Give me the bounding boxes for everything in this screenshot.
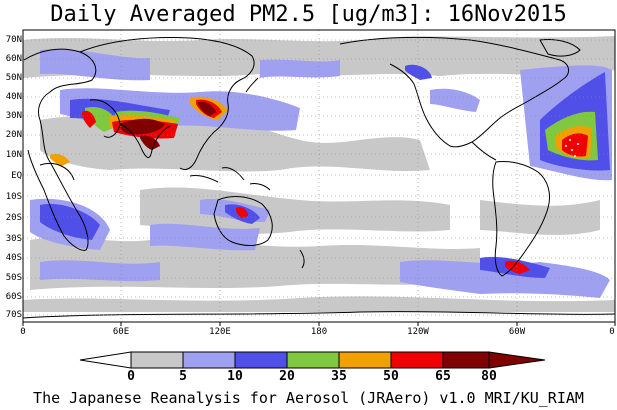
lat-label-20s: 20S	[5, 213, 22, 223]
colorbar-bin-65	[390, 351, 444, 369]
lon-label-120e: 120E	[209, 327, 231, 337]
colorbar-bin-20	[234, 351, 288, 369]
colorbar-label-65: 65	[435, 369, 451, 384]
colorbar-bin-5	[130, 351, 184, 369]
lat-label-30n: 30N	[5, 111, 22, 121]
colorbar-right-arrow	[488, 351, 546, 369]
lat-label-20n: 20N	[5, 130, 22, 140]
lat-label-60s: 60S	[5, 292, 22, 302]
lat-label-70s: 70S	[5, 310, 22, 320]
lat-label-10s: 10S	[5, 192, 22, 202]
lat-label-50s: 50S	[5, 273, 22, 283]
lon-label-0-right: 0	[609, 327, 615, 337]
colorbar-left-arrow	[79, 351, 132, 369]
lat-label-70n: 70N	[5, 35, 22, 45]
colorbar-label-50: 50	[383, 369, 399, 384]
lat-label-10n: 10N	[5, 150, 22, 160]
lon-label-60e: 60E	[112, 327, 130, 337]
colorbar-label-0: 0	[127, 369, 135, 384]
map-title: Daily Averaged PM2.5 [ug/m3]: 16Nov2015	[50, 2, 567, 27]
lon-label-180: 180	[310, 327, 328, 337]
lat-label-40n: 40N	[5, 92, 22, 102]
lon-label-120w: 120W	[407, 327, 429, 337]
pm25-concentration-field	[23, 36, 615, 312]
lat-lon-gridlines	[23, 30, 615, 322]
colorbar	[79, 351, 546, 369]
lat-label-50n: 50N	[5, 73, 22, 83]
lat-label-eq: EQ	[11, 171, 22, 181]
lon-label-60w: 60W	[508, 327, 526, 337]
lat-label-30s: 30S	[5, 234, 22, 244]
colorbar-bin-50	[338, 351, 392, 369]
colorbar-label-5: 5	[179, 369, 187, 384]
colorbar-bin-10	[182, 351, 236, 369]
colorbar-label-35: 35	[331, 369, 347, 384]
colorbar-label-10: 10	[227, 369, 243, 384]
footer-credit: The Japanese Reanalysis for Aerosol (JRA…	[33, 389, 584, 407]
colorbar-label-20: 20	[279, 369, 295, 384]
lat-label-60n: 60N	[5, 54, 22, 64]
colorbar-bin-80	[442, 351, 490, 369]
lon-label-0-left: 0	[20, 327, 26, 337]
colorbar-label-80: 80	[481, 369, 497, 384]
colorbar-bin-35	[286, 351, 340, 369]
lat-label-40s: 40S	[5, 253, 22, 263]
